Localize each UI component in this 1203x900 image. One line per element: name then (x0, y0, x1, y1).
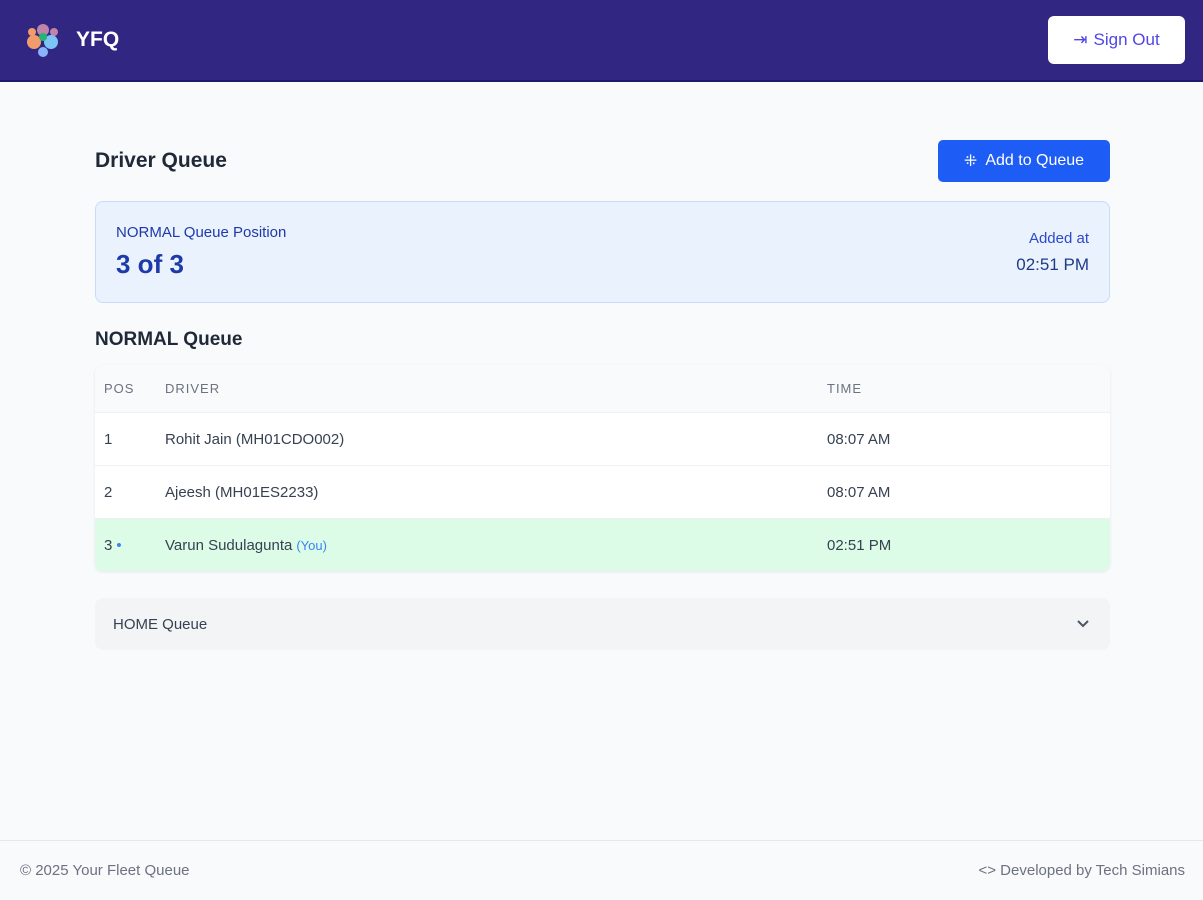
brand-name: YFQ (76, 28, 120, 51)
app-header: YFQ ⇥ Sign Out (0, 0, 1203, 82)
chevron-down-icon (1077, 620, 1089, 628)
position-label: NORMAL Queue Position (116, 224, 287, 241)
driver-name: Varun Sudulagunta (165, 536, 293, 554)
sign-out-icon: ⇥ (1073, 30, 1088, 49)
pos-cell: 1 (104, 430, 113, 448)
queue-position-card: NORMAL Queue Position 3 of 3 Added at 02… (95, 201, 1110, 303)
column-header: TIME (827, 381, 863, 396)
brand[interactable]: YFQ (24, 21, 119, 59)
code-icon: <> (978, 862, 1001, 879)
home-queue-label: HOME Queue (113, 615, 208, 633)
sign-out-label: Sign Out (1093, 30, 1160, 49)
credit: <> Developed by Tech Simians (978, 862, 1185, 879)
time-cell: 08:07 AM (827, 483, 891, 501)
pos-cell: 2 (104, 483, 113, 501)
position-value: 3 of 3 (116, 249, 184, 279)
column-header: POS (104, 381, 135, 396)
home-queue-accordion[interactable]: HOME Queue (95, 598, 1110, 650)
table-row: 1 Rohit Jain (MH01CDO002) 08:07 AM (95, 412, 1110, 465)
add-to-queue-label: Add to Queue (985, 152, 1085, 169)
driver-cell: Ajeesh (MH01ES2233) (165, 483, 319, 501)
current-dot-icon: • (116, 536, 122, 554)
table-row: 2 Ajeesh (MH01ES2233) 08:07 AM (95, 465, 1110, 518)
queue-table: POS DRIVER TIME 1 Rohit Jain (MH01CDO002… (95, 365, 1110, 571)
credit-text: Developed by Tech Simians (1000, 862, 1185, 879)
footer: © 2025 Your Fleet Queue <> Developed by … (0, 840, 1203, 900)
page-title: Driver Queue (95, 149, 227, 172)
time-cell: 08:07 AM (827, 430, 891, 448)
pos-value: 3 (104, 536, 113, 554)
added-label: Added at (1028, 230, 1089, 247)
table-row-current-user: 3 • Varun Sudulagunta (You) 02:51 PM (95, 518, 1110, 571)
add-to-queue-button[interactable]: ⁜ Add to Queue (938, 140, 1110, 182)
column-header: DRIVER (165, 381, 221, 396)
pos-cell: 3 • (95, 537, 165, 554)
added-time: 02:51 PM (1016, 255, 1089, 274)
time-cell: 02:51 PM (827, 536, 892, 554)
queue-icon: ⁜ (963, 153, 978, 170)
table-header: POS DRIVER TIME (95, 365, 1110, 412)
sign-out-button[interactable]: ⇥ Sign Out (1048, 16, 1185, 64)
driver-cell: Varun Sudulagunta (You) (165, 537, 827, 554)
logo-icon (27, 24, 58, 57)
copyright: © 2025 Your Fleet Queue (20, 862, 190, 879)
queue-title: NORMAL Queue (95, 329, 243, 350)
you-badge: (You) (296, 537, 327, 553)
main-content: Driver Queue ⁜ Add to Queue NORMAL Queue… (95, 140, 1110, 650)
driver-cell: Rohit Jain (MH01CDO002) (165, 430, 345, 448)
